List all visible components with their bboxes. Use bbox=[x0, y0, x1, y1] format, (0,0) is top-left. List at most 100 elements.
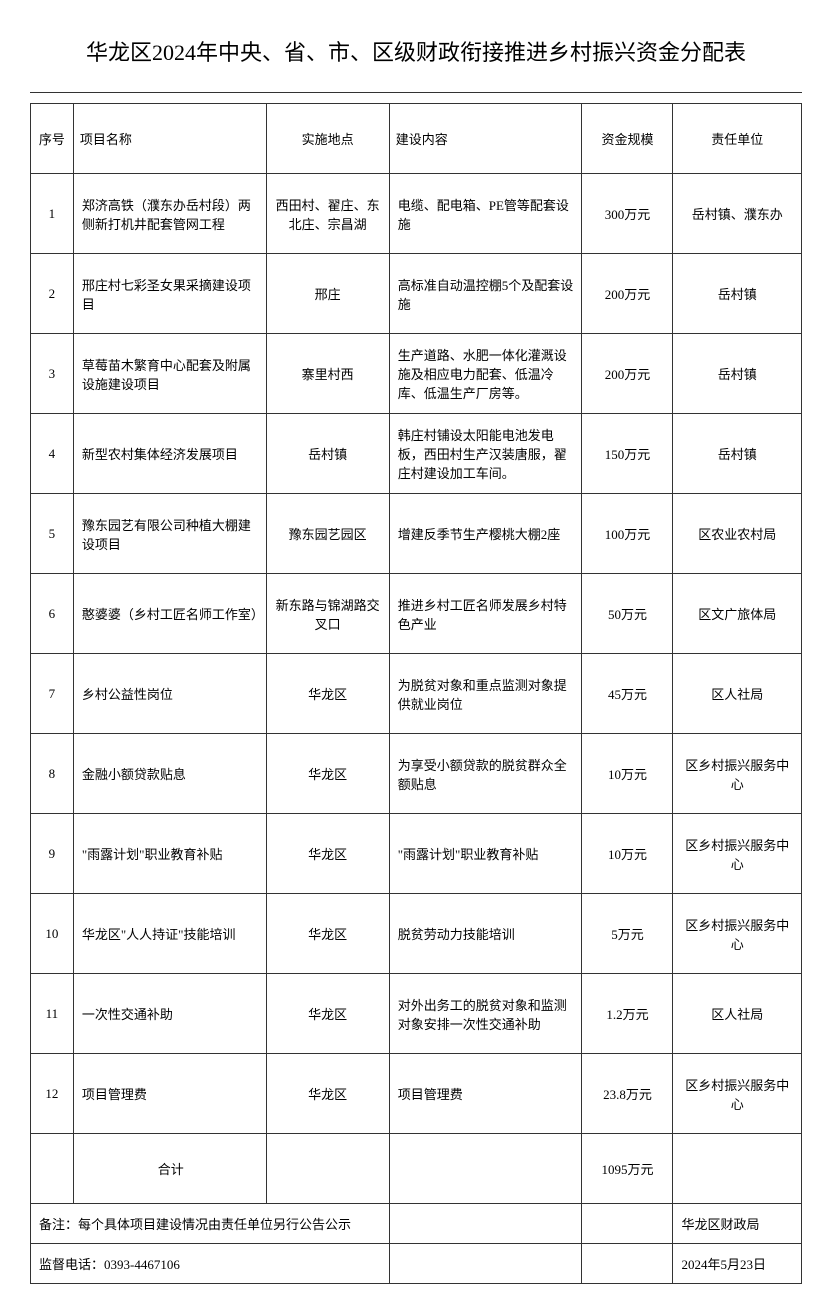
cell-dept: 岳村镇 bbox=[673, 414, 802, 494]
cell-dept: 岳村镇 bbox=[673, 334, 802, 414]
cell-amount: 10万元 bbox=[582, 814, 673, 894]
cell-amount: 50万元 bbox=[582, 574, 673, 654]
cell-loc: 邢庄 bbox=[266, 254, 389, 334]
cell-content: 电缆、配电箱、PE管等配套设施 bbox=[389, 174, 582, 254]
cell-dept: 区乡村振兴服务中心 bbox=[673, 1054, 802, 1134]
cell-dept: 区农业农村局 bbox=[673, 494, 802, 574]
footer-phone: 监督电话：0393-4467106 bbox=[31, 1244, 390, 1284]
cell-name: 豫东园艺有限公司种植大棚建设项目 bbox=[73, 494, 266, 574]
cell-name: 项目管理费 bbox=[73, 1054, 266, 1134]
header-dept: 责任单位 bbox=[673, 104, 802, 174]
cell-num: 2 bbox=[31, 254, 74, 334]
header-name: 项目名称 bbox=[73, 104, 266, 174]
header-loc: 实施地点 bbox=[266, 104, 389, 174]
cell-num: 4 bbox=[31, 414, 74, 494]
table-row: 4新型农村集体经济发展项目岳村镇韩庄村铺设太阳能电池发电板，西田村生产汉装唐服，… bbox=[31, 414, 802, 494]
footer-date: 2024年5月23日 bbox=[673, 1244, 802, 1284]
table-row: 3草莓苗木繁育中心配套及附属设施建设项目寨里村西生产道路、水肥一体化灌溉设施及相… bbox=[31, 334, 802, 414]
table-row: 6憨婆婆（乡村工匠名师工作室）新东路与锦湖路交叉口推进乡村工匠名师发展乡村特色产… bbox=[31, 574, 802, 654]
cell-content: 为脱贫对象和重点监测对象提供就业岗位 bbox=[389, 654, 582, 734]
cell-dept: 区人社局 bbox=[673, 654, 802, 734]
table-row: 12项目管理费华龙区项目管理费23.8万元区乡村振兴服务中心 bbox=[31, 1054, 802, 1134]
cell-num: 1 bbox=[31, 174, 74, 254]
cell-content: 项目管理费 bbox=[389, 1054, 582, 1134]
footer-note-row: 备注：每个具体项目建设情况由责任单位另行公告公示 华龙区财政局 bbox=[31, 1204, 802, 1244]
cell-loc: 岳村镇 bbox=[266, 414, 389, 494]
table-row: 5豫东园艺有限公司种植大棚建设项目豫东园艺园区增建反季节生产樱桃大棚2座100万… bbox=[31, 494, 802, 574]
cell-loc: 华龙区 bbox=[266, 654, 389, 734]
cell-content: 推进乡村工匠名师发展乡村特色产业 bbox=[389, 574, 582, 654]
cell-dept: 区乡村振兴服务中心 bbox=[673, 814, 802, 894]
cell-name: 憨婆婆（乡村工匠名师工作室） bbox=[73, 574, 266, 654]
cell-loc: 华龙区 bbox=[266, 974, 389, 1054]
table-row: 11一次性交通补助华龙区对外出务工的脱贫对象和监测对象安排一次性交通补助1.2万… bbox=[31, 974, 802, 1054]
cell-amount: 23.8万元 bbox=[582, 1054, 673, 1134]
cell-dept: 岳村镇、濮东办 bbox=[673, 174, 802, 254]
cell-amount: 300万元 bbox=[582, 174, 673, 254]
cell-num: 11 bbox=[31, 974, 74, 1054]
cell-name: 一次性交通补助 bbox=[73, 974, 266, 1054]
cell-loc: 华龙区 bbox=[266, 894, 389, 974]
cell-num: 6 bbox=[31, 574, 74, 654]
cell-content: 对外出务工的脱贫对象和监测对象安排一次性交通补助 bbox=[389, 974, 582, 1054]
table-row: 10华龙区"人人持证"技能培训华龙区脱贫劳动力技能培训5万元区乡村振兴服务中心 bbox=[31, 894, 802, 974]
cell-content: 生产道路、水肥一体化灌溉设施及相应电力配套、低温冷库、低温生产厂房等。 bbox=[389, 334, 582, 414]
footer-note: 备注：每个具体项目建设情况由责任单位另行公告公示 bbox=[31, 1204, 390, 1244]
cell-loc: 西田村、翟庄、东北庄、宗昌湖 bbox=[266, 174, 389, 254]
cell-name: 郑济高铁（濮东办岳村段）两侧新打机井配套管网工程 bbox=[73, 174, 266, 254]
cell-num: 8 bbox=[31, 734, 74, 814]
cell-dept: 区文广旅体局 bbox=[673, 574, 802, 654]
header-row: 序号 项目名称 实施地点 建设内容 资金规模 责任单位 bbox=[31, 104, 802, 174]
cell-content: 韩庄村铺设太阳能电池发电板，西田村生产汉装唐服，翟庄村建设加工车间。 bbox=[389, 414, 582, 494]
cell-amount: 5万元 bbox=[582, 894, 673, 974]
cell-name: 邢庄村七彩圣女果采摘建设项目 bbox=[73, 254, 266, 334]
cell-name: 华龙区"人人持证"技能培训 bbox=[73, 894, 266, 974]
header-amount: 资金规模 bbox=[582, 104, 673, 174]
table-row: 9"雨露计划"职业教育补贴华龙区"雨露计划"职业教育补贴10万元区乡村振兴服务中… bbox=[31, 814, 802, 894]
total-row: 合计 1095万元 bbox=[31, 1134, 802, 1204]
cell-num: 7 bbox=[31, 654, 74, 734]
cell-amount: 100万元 bbox=[582, 494, 673, 574]
cell-num: 10 bbox=[31, 894, 74, 974]
cell-content: 高标准自动温控棚5个及配套设施 bbox=[389, 254, 582, 334]
cell-amount: 1.2万元 bbox=[582, 974, 673, 1054]
cell-num: 5 bbox=[31, 494, 74, 574]
table-row: 7乡村公益性岗位华龙区为脱贫对象和重点监测对象提供就业岗位45万元区人社局 bbox=[31, 654, 802, 734]
cell-content: 为享受小额贷款的脱贫群众全额贴息 bbox=[389, 734, 582, 814]
cell-dept: 区乡村振兴服务中心 bbox=[673, 734, 802, 814]
cell-name: "雨露计划"职业教育补贴 bbox=[73, 814, 266, 894]
cell-name: 新型农村集体经济发展项目 bbox=[73, 414, 266, 494]
header-num: 序号 bbox=[31, 104, 74, 174]
footer-issuer: 华龙区财政局 bbox=[673, 1204, 802, 1244]
cell-amount: 45万元 bbox=[582, 654, 673, 734]
cell-name: 金融小额贷款贴息 bbox=[73, 734, 266, 814]
table-row: 2邢庄村七彩圣女果采摘建设项目邢庄高标准自动温控棚5个及配套设施200万元岳村镇 bbox=[31, 254, 802, 334]
cell-name: 乡村公益性岗位 bbox=[73, 654, 266, 734]
cell-dept: 岳村镇 bbox=[673, 254, 802, 334]
cell-content: 脱贫劳动力技能培训 bbox=[389, 894, 582, 974]
document-title: 华龙区2024年中央、省、市、区级财政衔接推进乡村振兴资金分配表 bbox=[30, 20, 802, 93]
cell-loc: 寨里村西 bbox=[266, 334, 389, 414]
table-row: 8金融小额贷款贴息华龙区为享受小额贷款的脱贫群众全额贴息10万元区乡村振兴服务中… bbox=[31, 734, 802, 814]
cell-loc: 豫东园艺园区 bbox=[266, 494, 389, 574]
total-amount: 1095万元 bbox=[582, 1134, 673, 1204]
cell-dept: 区乡村振兴服务中心 bbox=[673, 894, 802, 974]
cell-amount: 10万元 bbox=[582, 734, 673, 814]
cell-num: 9 bbox=[31, 814, 74, 894]
cell-num: 3 bbox=[31, 334, 74, 414]
cell-amount: 150万元 bbox=[582, 414, 673, 494]
cell-loc: 新东路与锦湖路交叉口 bbox=[266, 574, 389, 654]
cell-loc: 华龙区 bbox=[266, 814, 389, 894]
cell-amount: 200万元 bbox=[582, 334, 673, 414]
cell-name: 草莓苗木繁育中心配套及附属设施建设项目 bbox=[73, 334, 266, 414]
cell-amount: 200万元 bbox=[582, 254, 673, 334]
cell-num: 12 bbox=[31, 1054, 74, 1134]
cell-loc: 华龙区 bbox=[266, 1054, 389, 1134]
footer-phone-row: 监督电话：0393-4467106 2024年5月23日 bbox=[31, 1244, 802, 1284]
cell-content: "雨露计划"职业教育补贴 bbox=[389, 814, 582, 894]
header-content: 建设内容 bbox=[389, 104, 582, 174]
total-label: 合计 bbox=[73, 1134, 266, 1204]
table-row: 1郑济高铁（濮东办岳村段）两侧新打机井配套管网工程西田村、翟庄、东北庄、宗昌湖电… bbox=[31, 174, 802, 254]
cell-content: 增建反季节生产樱桃大棚2座 bbox=[389, 494, 582, 574]
cell-loc: 华龙区 bbox=[266, 734, 389, 814]
